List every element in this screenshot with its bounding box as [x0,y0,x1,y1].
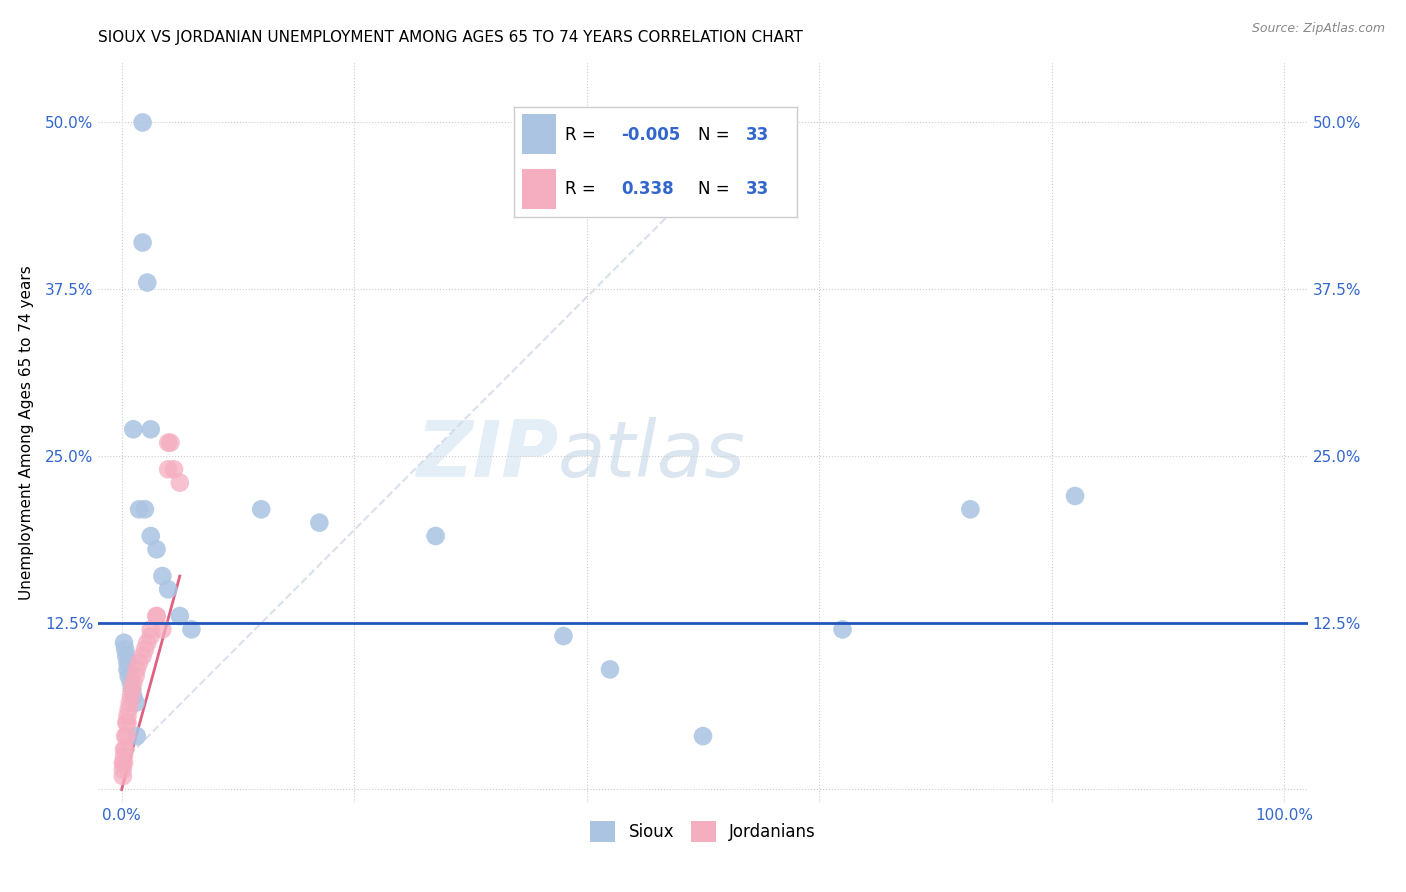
Point [120,675,142,690]
Point [118,669,141,683]
Point [122,689,145,703]
Point [111,763,134,777]
Text: R =: R = [565,180,606,198]
Point [120,689,142,703]
Point [157,582,180,597]
Point [118,702,141,716]
Point [125,729,148,743]
Legend: Sioux, Jordanians: Sioux, Jordanians [582,813,824,850]
Point [692,729,714,743]
Point [128,502,150,516]
Text: atlas: atlas [558,417,745,493]
Point [121,682,143,697]
Point [169,475,191,490]
Text: 0.338: 0.338 [621,180,673,198]
Point [134,502,156,516]
Point [122,422,145,436]
Text: N =: N = [697,126,734,144]
Point [117,656,139,670]
Point [136,276,159,290]
Point [122,675,145,690]
Point [136,636,159,650]
Point [114,642,136,657]
Text: R =: R = [565,126,600,144]
Text: 33: 33 [745,180,769,198]
Text: SIOUX VS JORDANIAN UNEMPLOYMENT AMONG AGES 65 TO 74 YEARS CORRELATION CHART: SIOUX VS JORDANIAN UNEMPLOYMENT AMONG AG… [98,29,803,45]
Point [250,502,273,516]
Point [114,742,136,756]
Point [425,529,447,543]
Point [134,642,156,657]
Point [157,435,180,450]
Point [124,669,146,683]
FancyBboxPatch shape [522,169,555,210]
Point [112,756,135,770]
Point [117,662,139,676]
Y-axis label: Unemployment Among Ages 65 to 74 years: Unemployment Among Ages 65 to 74 years [18,265,34,600]
Point [124,696,146,710]
Point [131,115,153,129]
Point [121,682,143,697]
Point [115,648,138,663]
Point [599,662,621,676]
Point [163,462,186,476]
Point [111,769,134,783]
Point [553,629,575,643]
Point [118,696,141,710]
Point [145,609,167,624]
Point [111,756,134,770]
Point [831,623,853,637]
FancyBboxPatch shape [522,113,555,154]
Point [959,502,981,516]
Point [125,662,148,676]
Point [139,529,162,543]
Text: Source: ZipAtlas.com: Source: ZipAtlas.com [1251,22,1385,36]
Point [139,422,162,436]
Point [114,729,136,743]
Point [112,636,135,650]
Point [115,715,138,730]
Text: -0.005: -0.005 [621,126,681,144]
Text: ZIP: ZIP [416,417,558,493]
Point [308,516,330,530]
Point [128,656,150,670]
Point [180,623,202,637]
Point [150,623,173,637]
Point [112,742,135,756]
Point [145,542,167,557]
Point [139,629,162,643]
Text: 33: 33 [745,126,769,144]
Point [115,729,138,743]
Point [117,709,139,723]
Point [112,749,135,764]
Point [139,623,162,637]
Text: N =: N = [697,180,734,198]
Point [157,462,180,476]
Point [169,609,191,624]
Point [131,648,153,663]
Point [1064,489,1087,503]
Point [150,569,173,583]
Point [145,609,167,624]
Point [131,235,153,250]
Point [117,715,139,730]
Point [159,435,181,450]
